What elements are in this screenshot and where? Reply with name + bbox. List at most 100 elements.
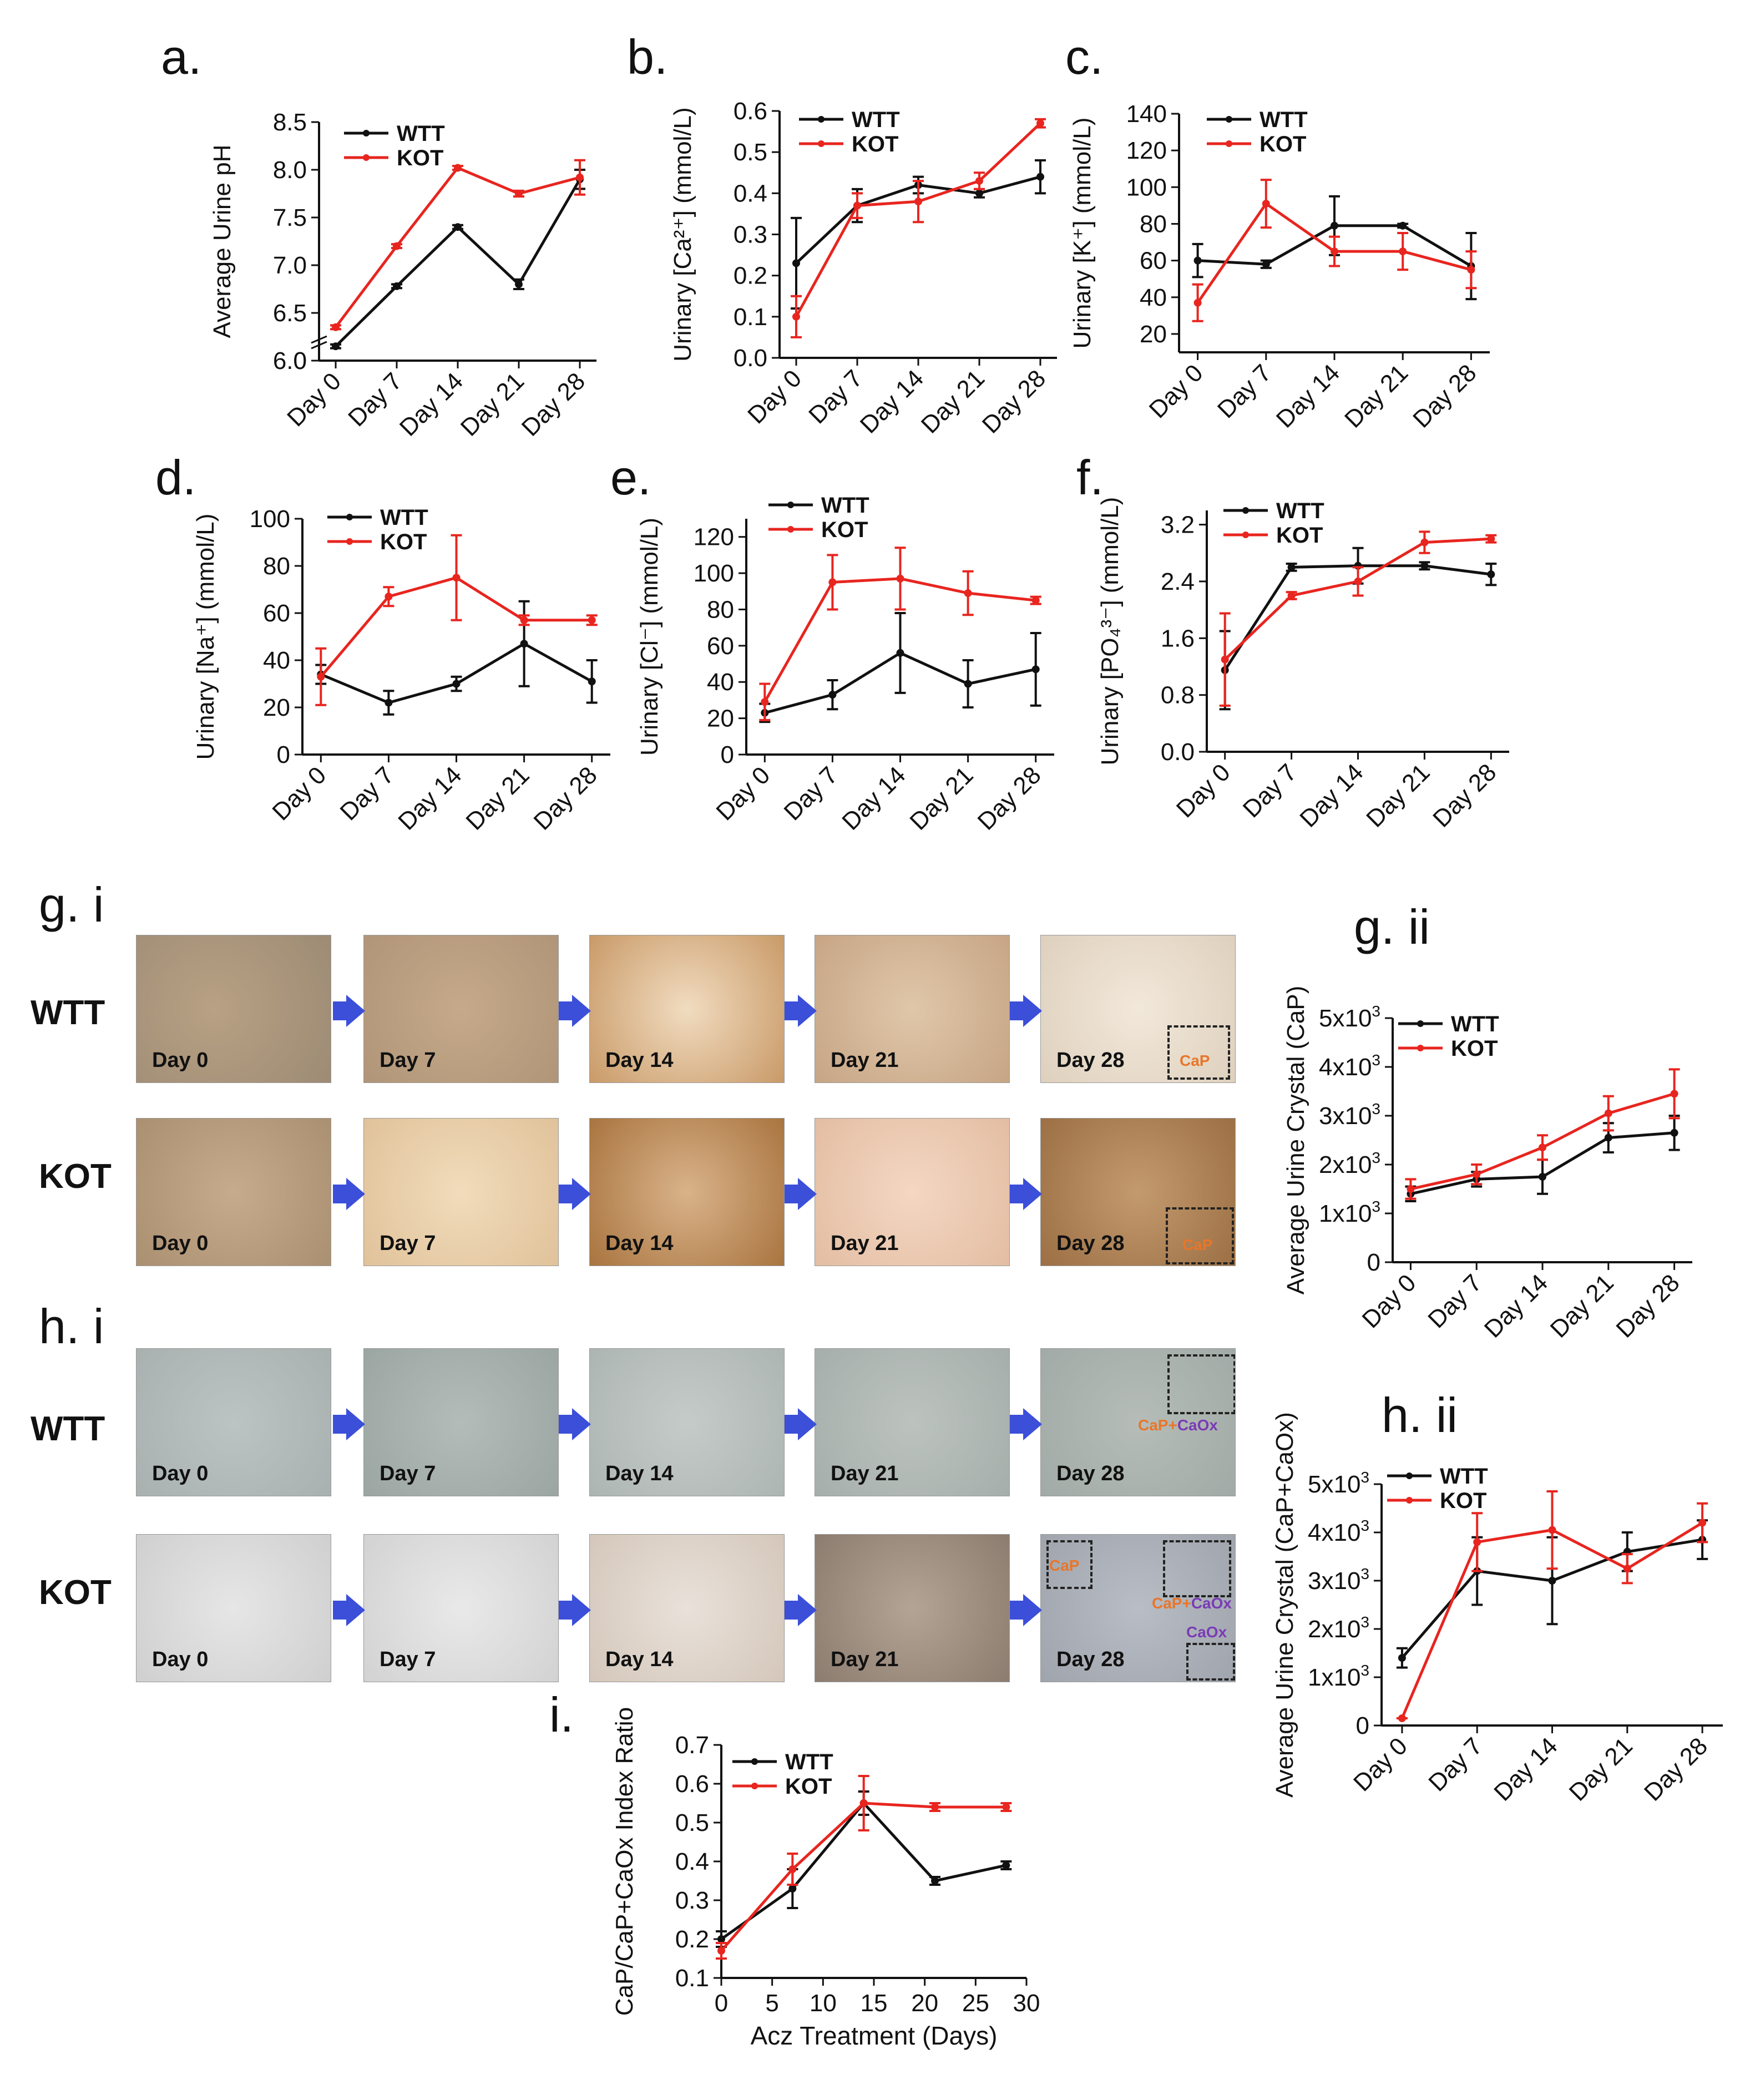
data-point-kot bbox=[520, 616, 528, 624]
x-tick-label: Day 14 bbox=[1271, 359, 1345, 433]
x-tick-label: Day 0 bbox=[1144, 359, 1208, 423]
cap-caox-inset-box bbox=[1167, 1354, 1235, 1414]
y-tick-label: 20 bbox=[1140, 321, 1167, 348]
panel-label-e: e. bbox=[610, 450, 651, 505]
x-tick-label: 10 bbox=[810, 1990, 837, 2017]
y-tick-label: 1.6 bbox=[1161, 625, 1195, 652]
caox-part: CaOx bbox=[1191, 1595, 1232, 1612]
data-point-kot bbox=[1398, 1714, 1406, 1722]
x-tick-label: Day 28 bbox=[1408, 359, 1481, 433]
panel-label-i: i. bbox=[549, 1687, 574, 1742]
legend-label: WTT bbox=[397, 122, 445, 146]
data-point-kot bbox=[1420, 538, 1429, 546]
x-tick-label: Day 7 bbox=[1423, 1732, 1488, 1797]
day-label: Day 21 bbox=[831, 1462, 899, 1485]
data-point-kot bbox=[1670, 1090, 1678, 1098]
x-tick-label: Day 21 bbox=[456, 367, 529, 441]
data-point-wtt bbox=[588, 677, 596, 686]
y-tick-label: 0 bbox=[721, 741, 734, 768]
legend-marker bbox=[363, 154, 370, 161]
data-point-kot bbox=[1487, 535, 1495, 543]
micrograph-g-wtt-day21: Day 21 bbox=[815, 935, 1010, 1083]
data-point-kot bbox=[1354, 577, 1362, 585]
x-tick-label: Day 21 bbox=[916, 365, 990, 438]
y-tick-label: 140 bbox=[1126, 100, 1167, 128]
cap-annotation: CaP bbox=[1182, 1236, 1213, 1253]
data-point-wtt bbox=[1420, 561, 1429, 570]
y-tick-label: 0 bbox=[277, 741, 290, 768]
y-tick-label: 0 bbox=[294, 347, 307, 375]
legend-marker bbox=[1417, 1045, 1424, 1051]
cap-inset-box bbox=[1167, 1025, 1230, 1080]
legend-label: KOT bbox=[785, 1774, 832, 1799]
data-point-kot bbox=[1473, 1170, 1481, 1178]
day-label: Day 14 bbox=[605, 1462, 674, 1485]
data-point-kot bbox=[761, 698, 769, 706]
day-label: Day 7 bbox=[380, 1648, 436, 1671]
data-point-kot bbox=[1604, 1109, 1612, 1117]
data-point-wtt bbox=[385, 699, 393, 707]
y-axis-label: Urinary [Na⁺] (mmol/L) bbox=[192, 514, 219, 760]
micrograph-h-kot-day7: Day 7 bbox=[363, 1534, 559, 1682]
x-tick-label: Day 7 bbox=[335, 761, 399, 826]
y-tick-label: 0.3 bbox=[734, 221, 767, 249]
axis-break-mark bbox=[311, 341, 327, 350]
data-point-kot bbox=[576, 173, 584, 181]
legend-marker bbox=[1417, 1020, 1424, 1027]
data-point-wtt bbox=[1002, 1861, 1010, 1869]
x-tick-label: 25 bbox=[962, 1990, 989, 2017]
x-tick-label: Day 14 bbox=[1489, 1732, 1562, 1806]
data-point-wtt bbox=[1539, 1173, 1546, 1181]
data-point-kot bbox=[975, 177, 983, 185]
data-point-wtt bbox=[452, 680, 461, 688]
x-axis-label: Acz Treatment (Days) bbox=[751, 2021, 998, 2050]
y-tick-label: 0 bbox=[1367, 1249, 1380, 1276]
legend-marker bbox=[787, 502, 794, 508]
y-tick-label: 120 bbox=[1126, 137, 1167, 164]
y-axis-label: Urinary [PO₄³⁻] (mmol/L) bbox=[1096, 497, 1124, 766]
data-point-wtt bbox=[717, 1935, 725, 1943]
y-tick-label: 4x103 bbox=[1319, 1051, 1380, 1081]
legend-label: KOT bbox=[1451, 1036, 1498, 1061]
data-point-wtt bbox=[1262, 260, 1270, 269]
y-tick-exponent: 3 bbox=[1372, 1003, 1380, 1020]
legend-marker bbox=[1242, 532, 1249, 538]
legend-marker bbox=[751, 1758, 758, 1765]
x-tick-label: Day 14 bbox=[1294, 758, 1368, 832]
micrograph-h-wtt-day7: Day 7 bbox=[363, 1348, 559, 1496]
data-point-wtt bbox=[964, 680, 972, 688]
data-point-wtt bbox=[520, 640, 528, 648]
day-label: Day 14 bbox=[605, 1232, 674, 1255]
day-label: Day 28 bbox=[1056, 1232, 1125, 1255]
y-tick-exponent: 3 bbox=[1372, 1051, 1380, 1069]
day-label: Day 7 bbox=[380, 1462, 436, 1485]
panel-label-g-i: g. i bbox=[39, 877, 104, 932]
legend-label: WTT bbox=[785, 1750, 833, 1774]
panel-label-f: f. bbox=[1076, 450, 1104, 505]
legend-label: KOT bbox=[1440, 1489, 1486, 1513]
x-tick-label: Day 28 bbox=[529, 761, 603, 835]
y-tick-label: 4x103 bbox=[1308, 1517, 1369, 1546]
y-tick-label: 80 bbox=[707, 596, 734, 623]
y-tick-label: 0.5 bbox=[675, 1809, 709, 1836]
x-tick-label: 5 bbox=[765, 1990, 778, 2017]
legend-marker bbox=[787, 526, 794, 533]
micrograph-h-wtt-day28: Day 28 CaP+CaOx bbox=[1040, 1348, 1236, 1496]
day-label: Day 0 bbox=[152, 1049, 209, 1072]
data-point-wtt bbox=[454, 223, 462, 231]
data-point-wtt bbox=[332, 342, 340, 351]
row-label-h-wtt: WTT bbox=[31, 1410, 105, 1448]
day-label: Day 0 bbox=[152, 1232, 209, 1255]
data-point-kot bbox=[1002, 1803, 1010, 1811]
day-label: Day 21 bbox=[831, 1232, 899, 1255]
x-tick-label: Day 14 bbox=[837, 761, 911, 835]
series-line-wtt bbox=[320, 642, 593, 705]
legend-label: WTT bbox=[1440, 1464, 1488, 1489]
y-tick-label: 0.0 bbox=[1161, 738, 1195, 766]
y-tick-label: 8.0 bbox=[273, 156, 307, 184]
y-tick-label: 120 bbox=[694, 524, 734, 551]
